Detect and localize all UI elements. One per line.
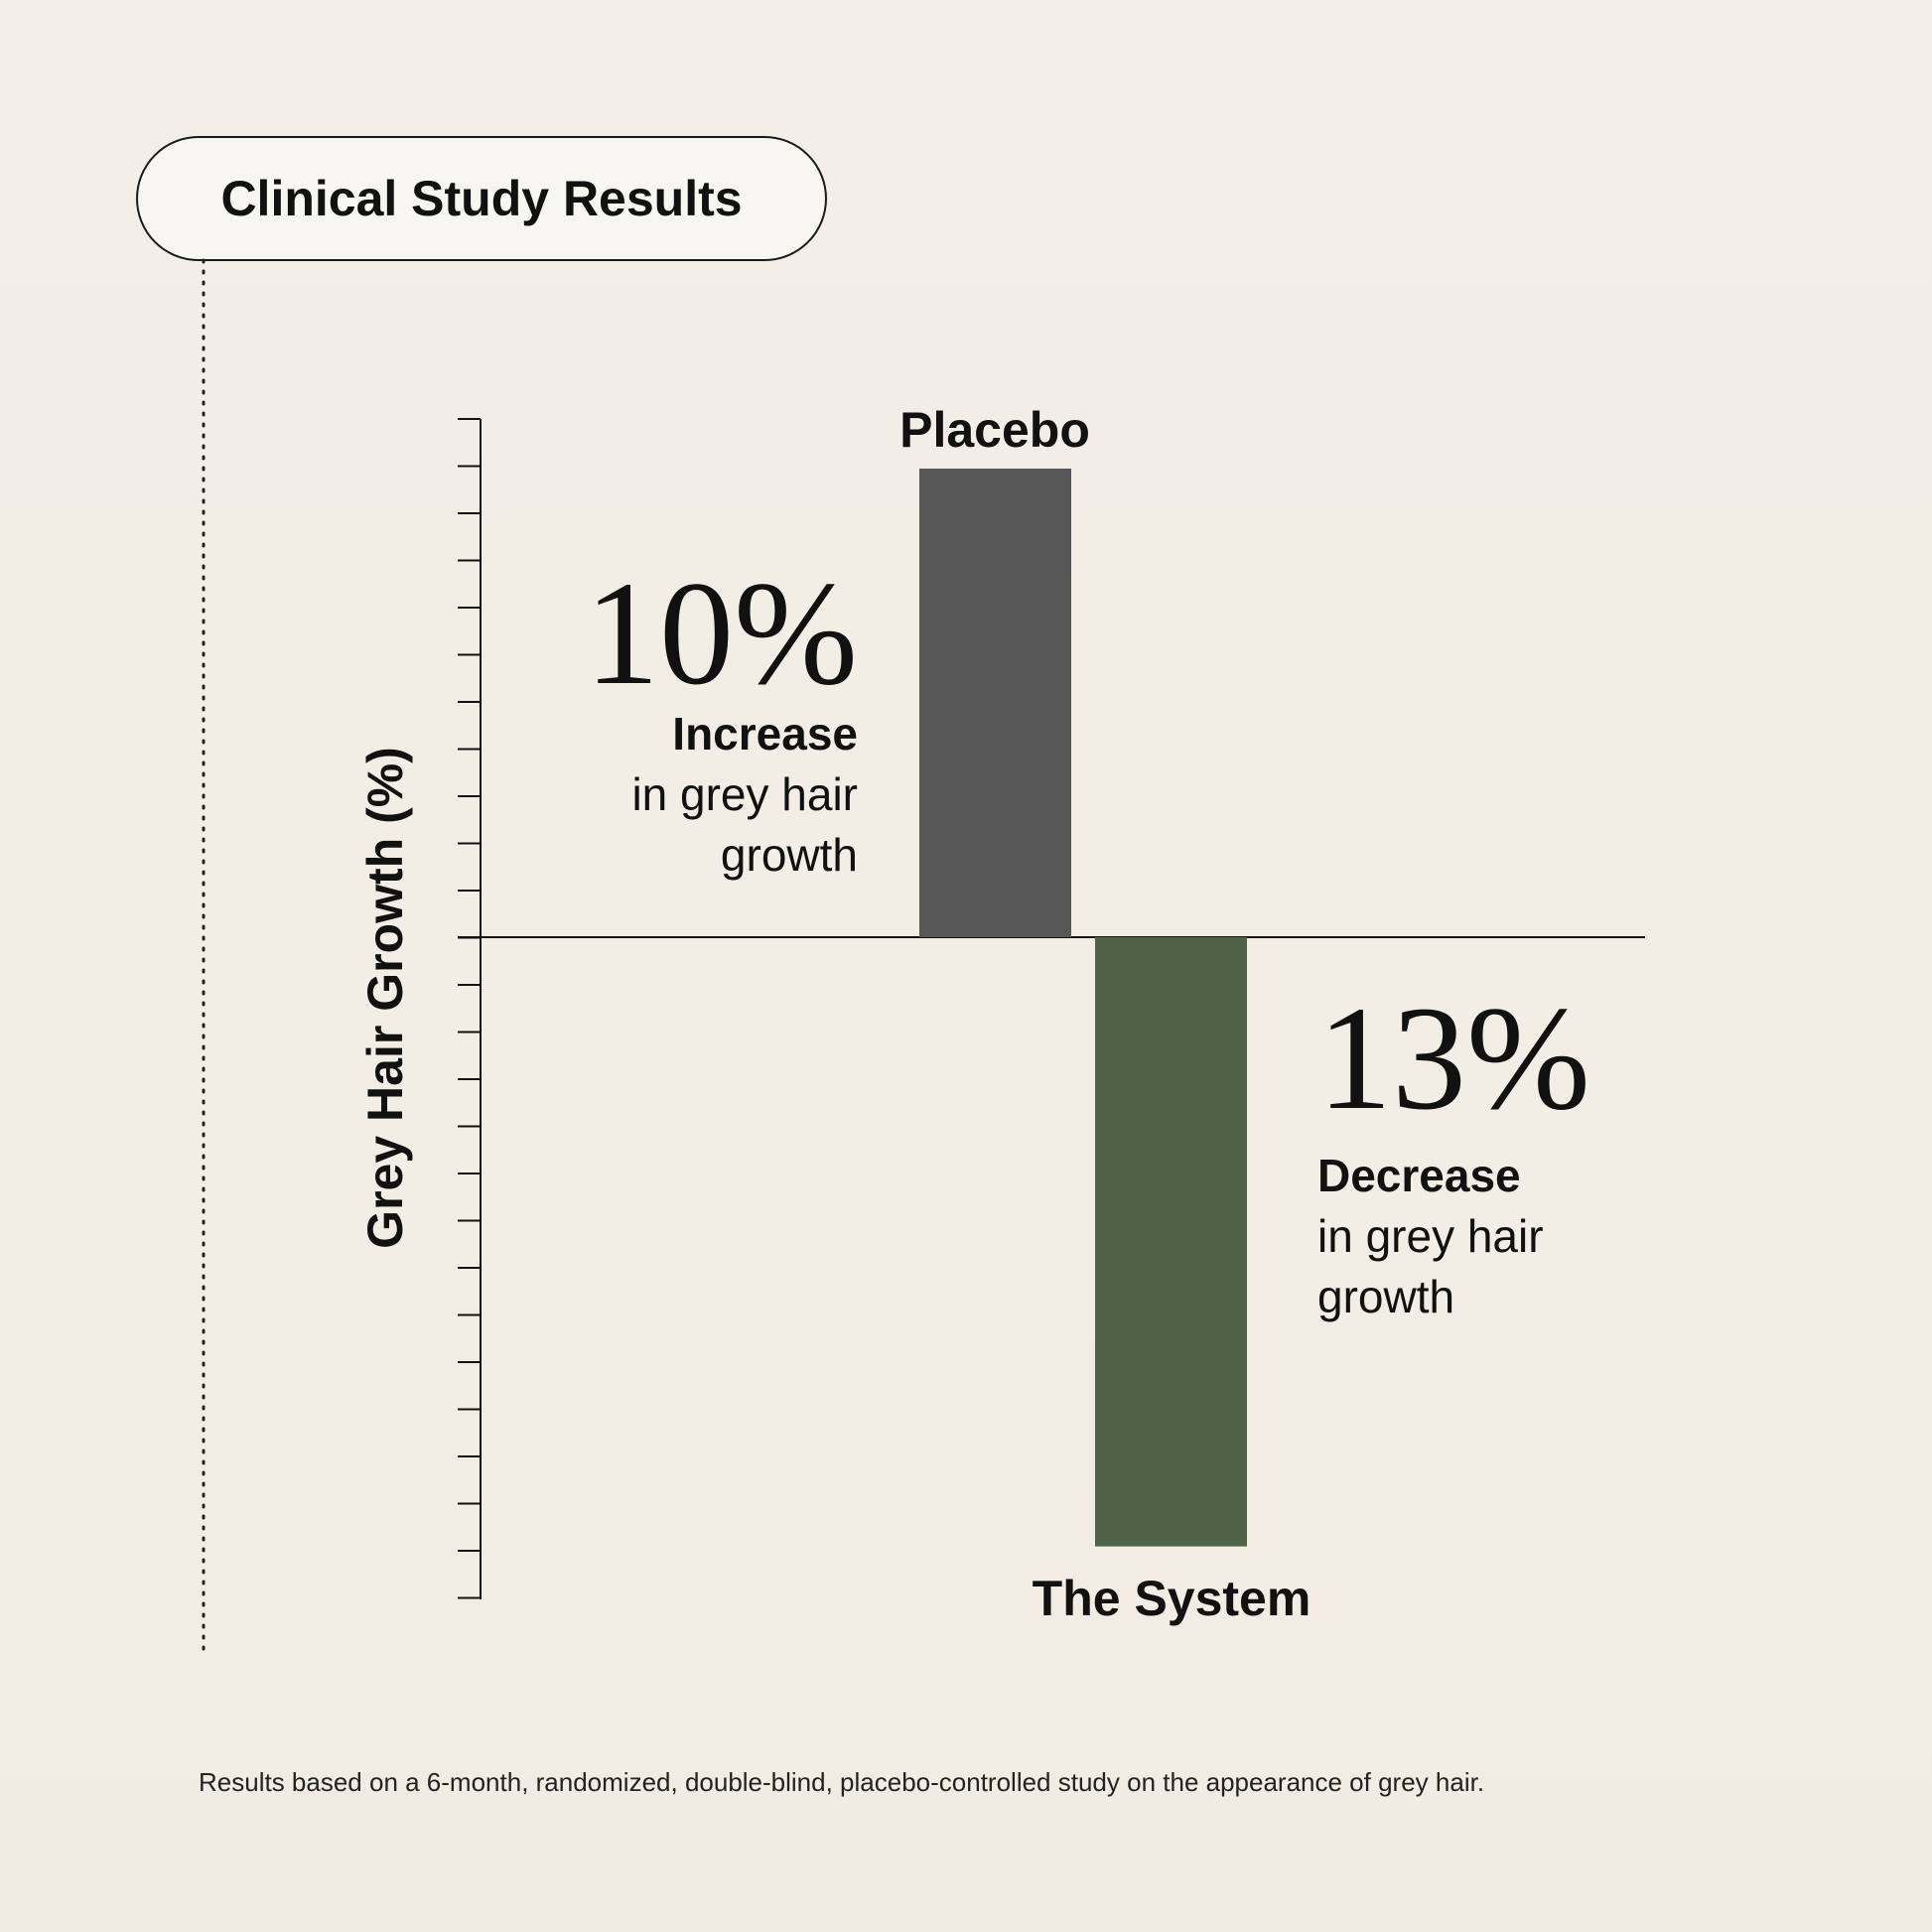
- callout-value-placebo: 10%: [585, 551, 858, 716]
- callout-line1-placebo: in grey hair: [631, 768, 858, 820]
- bar-the-system: [1095, 937, 1247, 1547]
- category-label-the-system: The System: [1033, 1571, 1311, 1626]
- callout-line2-placebo: growth: [721, 829, 858, 881]
- callout-line1-the-system: in grey hair: [1317, 1210, 1544, 1262]
- callout-placebo: 10% Increase in grey hair growth: [585, 551, 858, 881]
- callout-line2-the-system: growth: [1317, 1271, 1454, 1322]
- callout-value-the-system: 13%: [1317, 976, 1590, 1141]
- y-axis-label: Grey Hair Growth (%): [357, 747, 413, 1249]
- callout-bold-the-system: Decrease: [1317, 1150, 1521, 1201]
- chart-title: Clinical Study Results: [136, 136, 827, 261]
- category-label-placebo: Placebo: [899, 402, 1090, 458]
- y-axis: [458, 418, 482, 1599]
- y-axis-ticks: [458, 418, 481, 1599]
- bar-placebo: [919, 469, 1071, 937]
- callout-the-system: 13% Decrease in grey hair growth: [1317, 976, 1590, 1322]
- callout-bold-placebo: Increase: [672, 708, 858, 759]
- footnote: Results based on a 6-month, randomized, …: [199, 1767, 1485, 1797]
